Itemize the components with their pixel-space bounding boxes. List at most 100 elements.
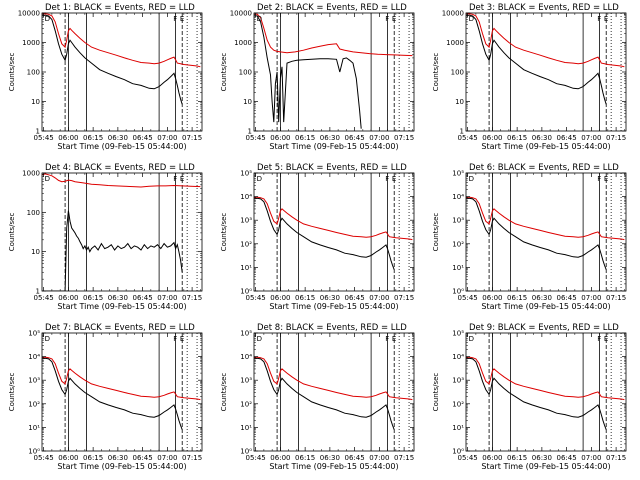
flag-letter: E	[604, 175, 608, 183]
x-tick-label: 06:15	[295, 454, 315, 462]
x-tick-label: 07:15	[394, 454, 414, 462]
plot-area	[466, 173, 625, 291]
panel-title: Det 2: BLACK = Events, RED = LLD	[257, 3, 407, 13]
x-tick-label: 07:00	[157, 134, 177, 142]
x-tick-label: 05:45	[458, 454, 478, 462]
x-tick-label: 07:00	[369, 134, 389, 142]
plot-frame	[465, 332, 627, 452]
x-tick-label: 06:00	[58, 134, 78, 142]
y-tick-label: 10²	[240, 400, 252, 408]
x-axis-label: Start Time (09-Feb-15 05:44:00)	[57, 302, 186, 311]
flag-letter: D	[257, 15, 262, 23]
x-tick-label: 06:30	[320, 454, 340, 462]
y-tick-label: 10¹	[240, 424, 252, 432]
y-tick-label: 10¹	[28, 424, 40, 432]
plot-frame	[41, 332, 203, 452]
x-tick-label: 07:15	[394, 294, 414, 302]
flag-letter: D	[469, 15, 474, 23]
x-axis-label: Start Time (09-Feb-15 05:44:00)	[269, 462, 398, 471]
y-tick-label: 10⁵	[452, 170, 464, 178]
plot-frame	[41, 172, 203, 292]
x-tick-label: 07:00	[157, 294, 177, 302]
x-tick-label: 07:15	[394, 134, 414, 142]
x-axis-label: Start Time (09-Feb-15 05:44:00)	[481, 462, 610, 471]
events-series-line	[254, 197, 395, 270]
x-tick-label: 07:15	[606, 454, 626, 462]
y-tick-label: 10¹	[452, 264, 464, 272]
lld-series-line	[466, 196, 625, 241]
panel-title: Det 9: BLACK = Events, RED = LLD	[469, 323, 619, 333]
y-tick-label: 10⁴	[240, 193, 252, 201]
flag-letter: E	[392, 175, 396, 183]
y-tick-label: 10000	[442, 10, 464, 18]
x-tick-label: 06:30	[532, 294, 552, 302]
x-axis-label: Start Time (09-Feb-15 05:44:00)	[481, 302, 610, 311]
x-tick-label: 05:45	[458, 134, 478, 142]
y-tick-label: 1	[460, 128, 464, 136]
y-tick-label: 10⁴	[28, 353, 40, 361]
y-tick-label: 100	[27, 69, 40, 77]
detector-panel-5: Det 5: BLACK = Events, RED = LLD D F E 10⁰ 10…	[220, 163, 415, 311]
x-tick-label: 07:00	[581, 454, 601, 462]
y-tick-label: 10⁰	[240, 288, 252, 296]
flag-letter: E	[180, 335, 184, 343]
x-tick-label: 07:15	[606, 294, 626, 302]
x-tick-label: 06:45	[557, 454, 577, 462]
panel-title: Det 1: BLACK = Events, RED = LLD	[45, 3, 195, 13]
plot-frame	[253, 332, 415, 452]
x-tick-label: 06:30	[532, 134, 552, 142]
flag-letter: F	[173, 15, 177, 23]
y-tick-label: 10	[243, 98, 252, 106]
y-tick-label: 10³	[452, 217, 464, 225]
plot-area	[466, 333, 625, 451]
plot-area	[42, 13, 201, 131]
plot-area	[42, 173, 201, 291]
flag-letter: E	[180, 175, 184, 183]
plot-frame	[253, 172, 415, 292]
panel-title: Det 3: BLACK = Events, RED = LLD	[469, 3, 619, 13]
x-tick-label: 06:45	[345, 454, 365, 462]
x-tick-label: 06:30	[320, 134, 340, 142]
flag-letter: F	[385, 335, 389, 343]
y-tick-label: 10000	[230, 10, 252, 18]
x-tick-label: 07:00	[157, 454, 177, 462]
flag-letter: E	[604, 335, 608, 343]
detector-panel-8: Det 8: BLACK = Events, RED = LLD D F E 10⁰ 10…	[220, 323, 415, 471]
x-tick-label: 06:15	[83, 294, 103, 302]
lld-series-line	[466, 13, 625, 68]
y-axis-label: Counts/sec	[432, 53, 440, 92]
plot-frame	[41, 12, 203, 132]
x-axis-label: Start Time (09-Feb-15 05:44:00)	[57, 142, 186, 151]
plot-frame	[465, 172, 627, 292]
x-tick-label: 07:15	[606, 134, 626, 142]
y-tick-label: 10	[31, 248, 40, 256]
y-tick-label: 1000	[22, 39, 40, 47]
x-tick-label: 06:00	[482, 134, 502, 142]
events-series-line	[254, 15, 362, 129]
plot-area	[466, 13, 625, 131]
x-tick-label: 07:15	[182, 134, 202, 142]
flag-letter: D	[469, 175, 474, 183]
y-tick-label: 10⁴	[240, 353, 252, 361]
y-tick-label: 100	[27, 209, 40, 217]
x-tick-label: 05:45	[34, 134, 54, 142]
x-tick-label: 07:00	[581, 294, 601, 302]
x-tick-label: 05:45	[34, 454, 54, 462]
x-tick-label: 07:00	[369, 454, 389, 462]
y-tick-label: 10⁵	[28, 330, 40, 338]
x-tick-label: 06:30	[108, 294, 128, 302]
y-tick-label: 1000	[234, 39, 252, 47]
y-tick-label: 10⁴	[452, 353, 464, 361]
events-series-line	[466, 197, 607, 270]
events-series-line	[42, 210, 183, 291]
panel-title: Det 7: BLACK = Events, RED = LLD	[45, 323, 195, 333]
y-tick-label: 10¹	[240, 264, 252, 272]
detector-panel-7: Det 7: BLACK = Events, RED = LLD D F E 10⁰ 10…	[8, 323, 203, 471]
x-axis-label: Start Time (09-Feb-15 05:44:00)	[57, 462, 186, 471]
y-tick-label: 10²	[452, 400, 464, 408]
y-tick-label: 10²	[452, 240, 464, 248]
x-tick-label: 06:15	[295, 134, 315, 142]
x-tick-label: 07:00	[369, 294, 389, 302]
y-tick-label: 10⁵	[452, 330, 464, 338]
events-series-line	[42, 14, 183, 105]
